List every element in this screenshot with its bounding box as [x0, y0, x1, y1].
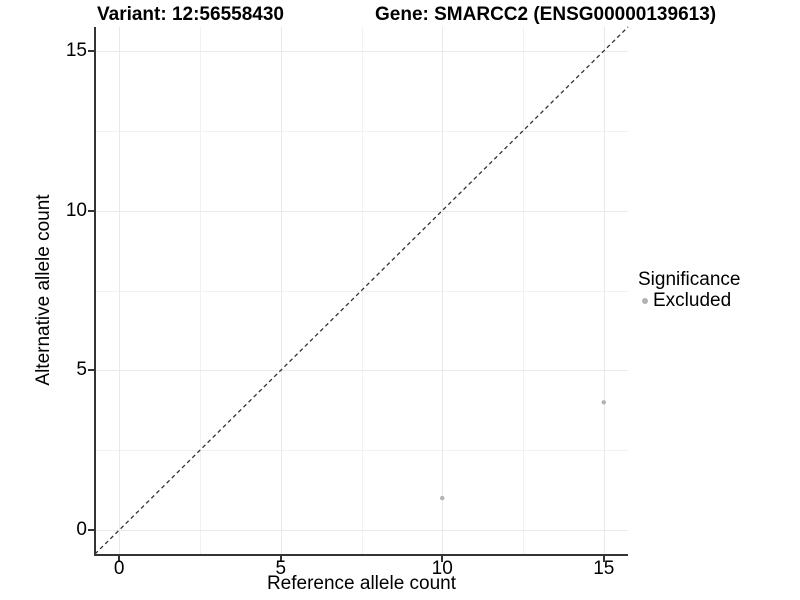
- x-tick-mark: [118, 556, 121, 562]
- x-axis-title: Reference allele count: [266, 573, 457, 594]
- y-tick-label: 10: [65, 199, 87, 221]
- x-axis-line: [94, 554, 628, 556]
- y-tick-mark: [88, 529, 94, 532]
- y-tick-label: 0: [76, 519, 87, 541]
- x-tick-label: 0: [113, 558, 125, 579]
- y-tick-label: 15: [65, 39, 87, 61]
- legend-entry-label: Excluded: [653, 290, 732, 311]
- minor-gridline-h: [95, 290, 628, 292]
- minor-gridline-v: [523, 27, 524, 554]
- x-tick-label: 5: [275, 558, 287, 579]
- plot-title-variant: Variant: 12:56558430: [97, 4, 284, 25]
- y-tick-label: 5: [76, 359, 87, 381]
- x-tick-mark: [441, 556, 444, 562]
- x-tick-label: 10: [431, 558, 453, 579]
- legend-point-marker: [642, 297, 648, 304]
- legend-title: Significance: [638, 269, 741, 290]
- major-gridline-v: [119, 27, 121, 554]
- major-gridline-v: [603, 27, 605, 554]
- y-tick-mark: [88, 369, 94, 372]
- plot-title-gene: Gene: SMARCC2 (ENSG00000139613): [375, 4, 717, 25]
- major-gridline-h: [95, 530, 628, 532]
- major-gridline-h: [95, 50, 628, 52]
- major-gridline-v: [280, 27, 282, 554]
- major-gridline-v: [442, 27, 444, 554]
- major-gridline-h: [95, 370, 628, 372]
- plot-panel: [95, 27, 628, 554]
- y-tick-mark: [88, 49, 94, 52]
- legend: Significance Excluded: [638, 269, 740, 311]
- y-axis-title: Alternative allele count: [33, 194, 54, 386]
- y-tick-mark: [88, 209, 94, 212]
- x-tick-label: 15: [593, 558, 615, 579]
- x-tick-mark: [279, 556, 282, 562]
- major-gridline-h: [95, 210, 628, 212]
- x-tick-mark: [602, 556, 605, 562]
- y-axis-line: [94, 27, 96, 556]
- minor-gridline-h: [95, 130, 628, 132]
- legend-entry: Excluded: [638, 290, 740, 311]
